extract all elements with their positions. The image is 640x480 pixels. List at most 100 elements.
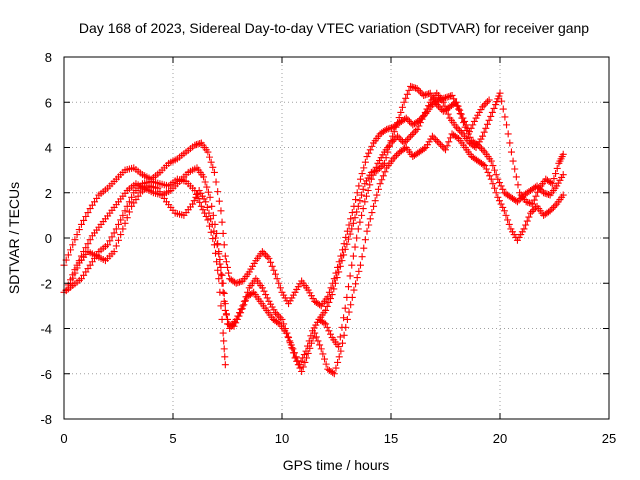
data-point: [392, 123, 400, 131]
data-point: [202, 213, 210, 221]
data-point: [117, 216, 125, 224]
data-point: [355, 267, 363, 275]
data-point: [335, 268, 343, 276]
data-point: [534, 188, 542, 196]
data-point: [394, 119, 402, 127]
data-point: [387, 137, 395, 145]
data-point: [263, 294, 271, 302]
data-point: [408, 83, 416, 91]
data-point: [367, 175, 375, 183]
data-point: [379, 172, 387, 180]
data-point: [80, 216, 88, 224]
data-point: [507, 148, 515, 156]
data-point: [482, 124, 490, 132]
data-point: [194, 140, 202, 148]
data-point: [366, 146, 374, 154]
data-point: [527, 209, 535, 217]
data-point: [392, 151, 400, 159]
data-point: [201, 209, 209, 217]
data-point: [319, 350, 327, 358]
data-point: [496, 89, 504, 97]
data-point: [212, 249, 220, 257]
data-point: [204, 216, 212, 224]
data-point: [497, 200, 505, 208]
data-point: [504, 216, 512, 224]
data-point: [331, 279, 339, 287]
data-point: [410, 129, 418, 137]
data-point: [343, 240, 351, 248]
data-point: [436, 104, 444, 112]
data-point: [433, 101, 441, 109]
data-point: [395, 134, 403, 142]
data-point: [371, 197, 379, 205]
data-point: [128, 193, 136, 201]
data-point: [494, 193, 502, 201]
data-point: [304, 342, 312, 350]
data-point: [400, 139, 408, 147]
data-point: [343, 293, 351, 301]
data-point: [559, 191, 567, 199]
data-point: [467, 124, 475, 132]
data-point: [292, 353, 300, 361]
data-point: [407, 119, 415, 127]
data-point: [452, 123, 460, 131]
data-point: [368, 142, 376, 150]
data-point: [210, 241, 218, 249]
data-point: [368, 209, 376, 217]
data-point: [495, 197, 503, 205]
data-point: [104, 241, 112, 249]
data-point: [73, 264, 81, 272]
data-point: [492, 189, 500, 197]
data-point: [112, 225, 120, 233]
data-point: [108, 233, 116, 241]
data-points: [60, 82, 567, 378]
data-point: [316, 341, 324, 349]
data-point: [547, 179, 555, 187]
data-point: [360, 244, 368, 252]
data-point: [505, 220, 513, 228]
data-point: [204, 148, 212, 156]
data-point: [551, 202, 559, 210]
data-point: [314, 337, 322, 345]
data-point: [362, 192, 370, 200]
data-point: [363, 227, 371, 235]
data-point: [350, 286, 358, 294]
data-point: [406, 117, 414, 125]
data-point: [552, 170, 560, 178]
data-point: [312, 333, 320, 341]
data-point: [487, 112, 495, 120]
x-tick-label: 15: [384, 431, 398, 446]
data-point: [413, 85, 421, 93]
data-point: [378, 176, 386, 184]
data-point: [262, 291, 270, 299]
data-point: [121, 219, 129, 227]
data-point: [454, 125, 462, 133]
data-point: [73, 231, 81, 239]
data-point: [67, 246, 75, 254]
data-point: [454, 102, 462, 110]
data-point: [513, 198, 521, 206]
data-point: [323, 302, 331, 310]
data-point: [485, 116, 493, 124]
data-point: [373, 191, 381, 199]
data-point: [222, 258, 230, 266]
data-point: [403, 136, 411, 144]
data-point: [221, 300, 229, 308]
data-point: [418, 90, 426, 98]
data-point: [379, 161, 387, 169]
data-point: [443, 93, 451, 101]
data-point: [330, 285, 338, 293]
data-point: [203, 203, 211, 211]
data-point: [123, 214, 131, 222]
data-point: [499, 203, 507, 211]
data-point: [550, 175, 558, 183]
data-point: [421, 108, 429, 116]
data-point: [391, 153, 399, 161]
data-point: [407, 82, 415, 90]
data-point: [338, 257, 346, 265]
data-point: [445, 138, 453, 146]
data-point: [543, 190, 551, 198]
data-point: [500, 207, 508, 215]
data-point: [207, 228, 215, 236]
y-axis-label: SDTVAR / TECUs: [6, 182, 22, 294]
